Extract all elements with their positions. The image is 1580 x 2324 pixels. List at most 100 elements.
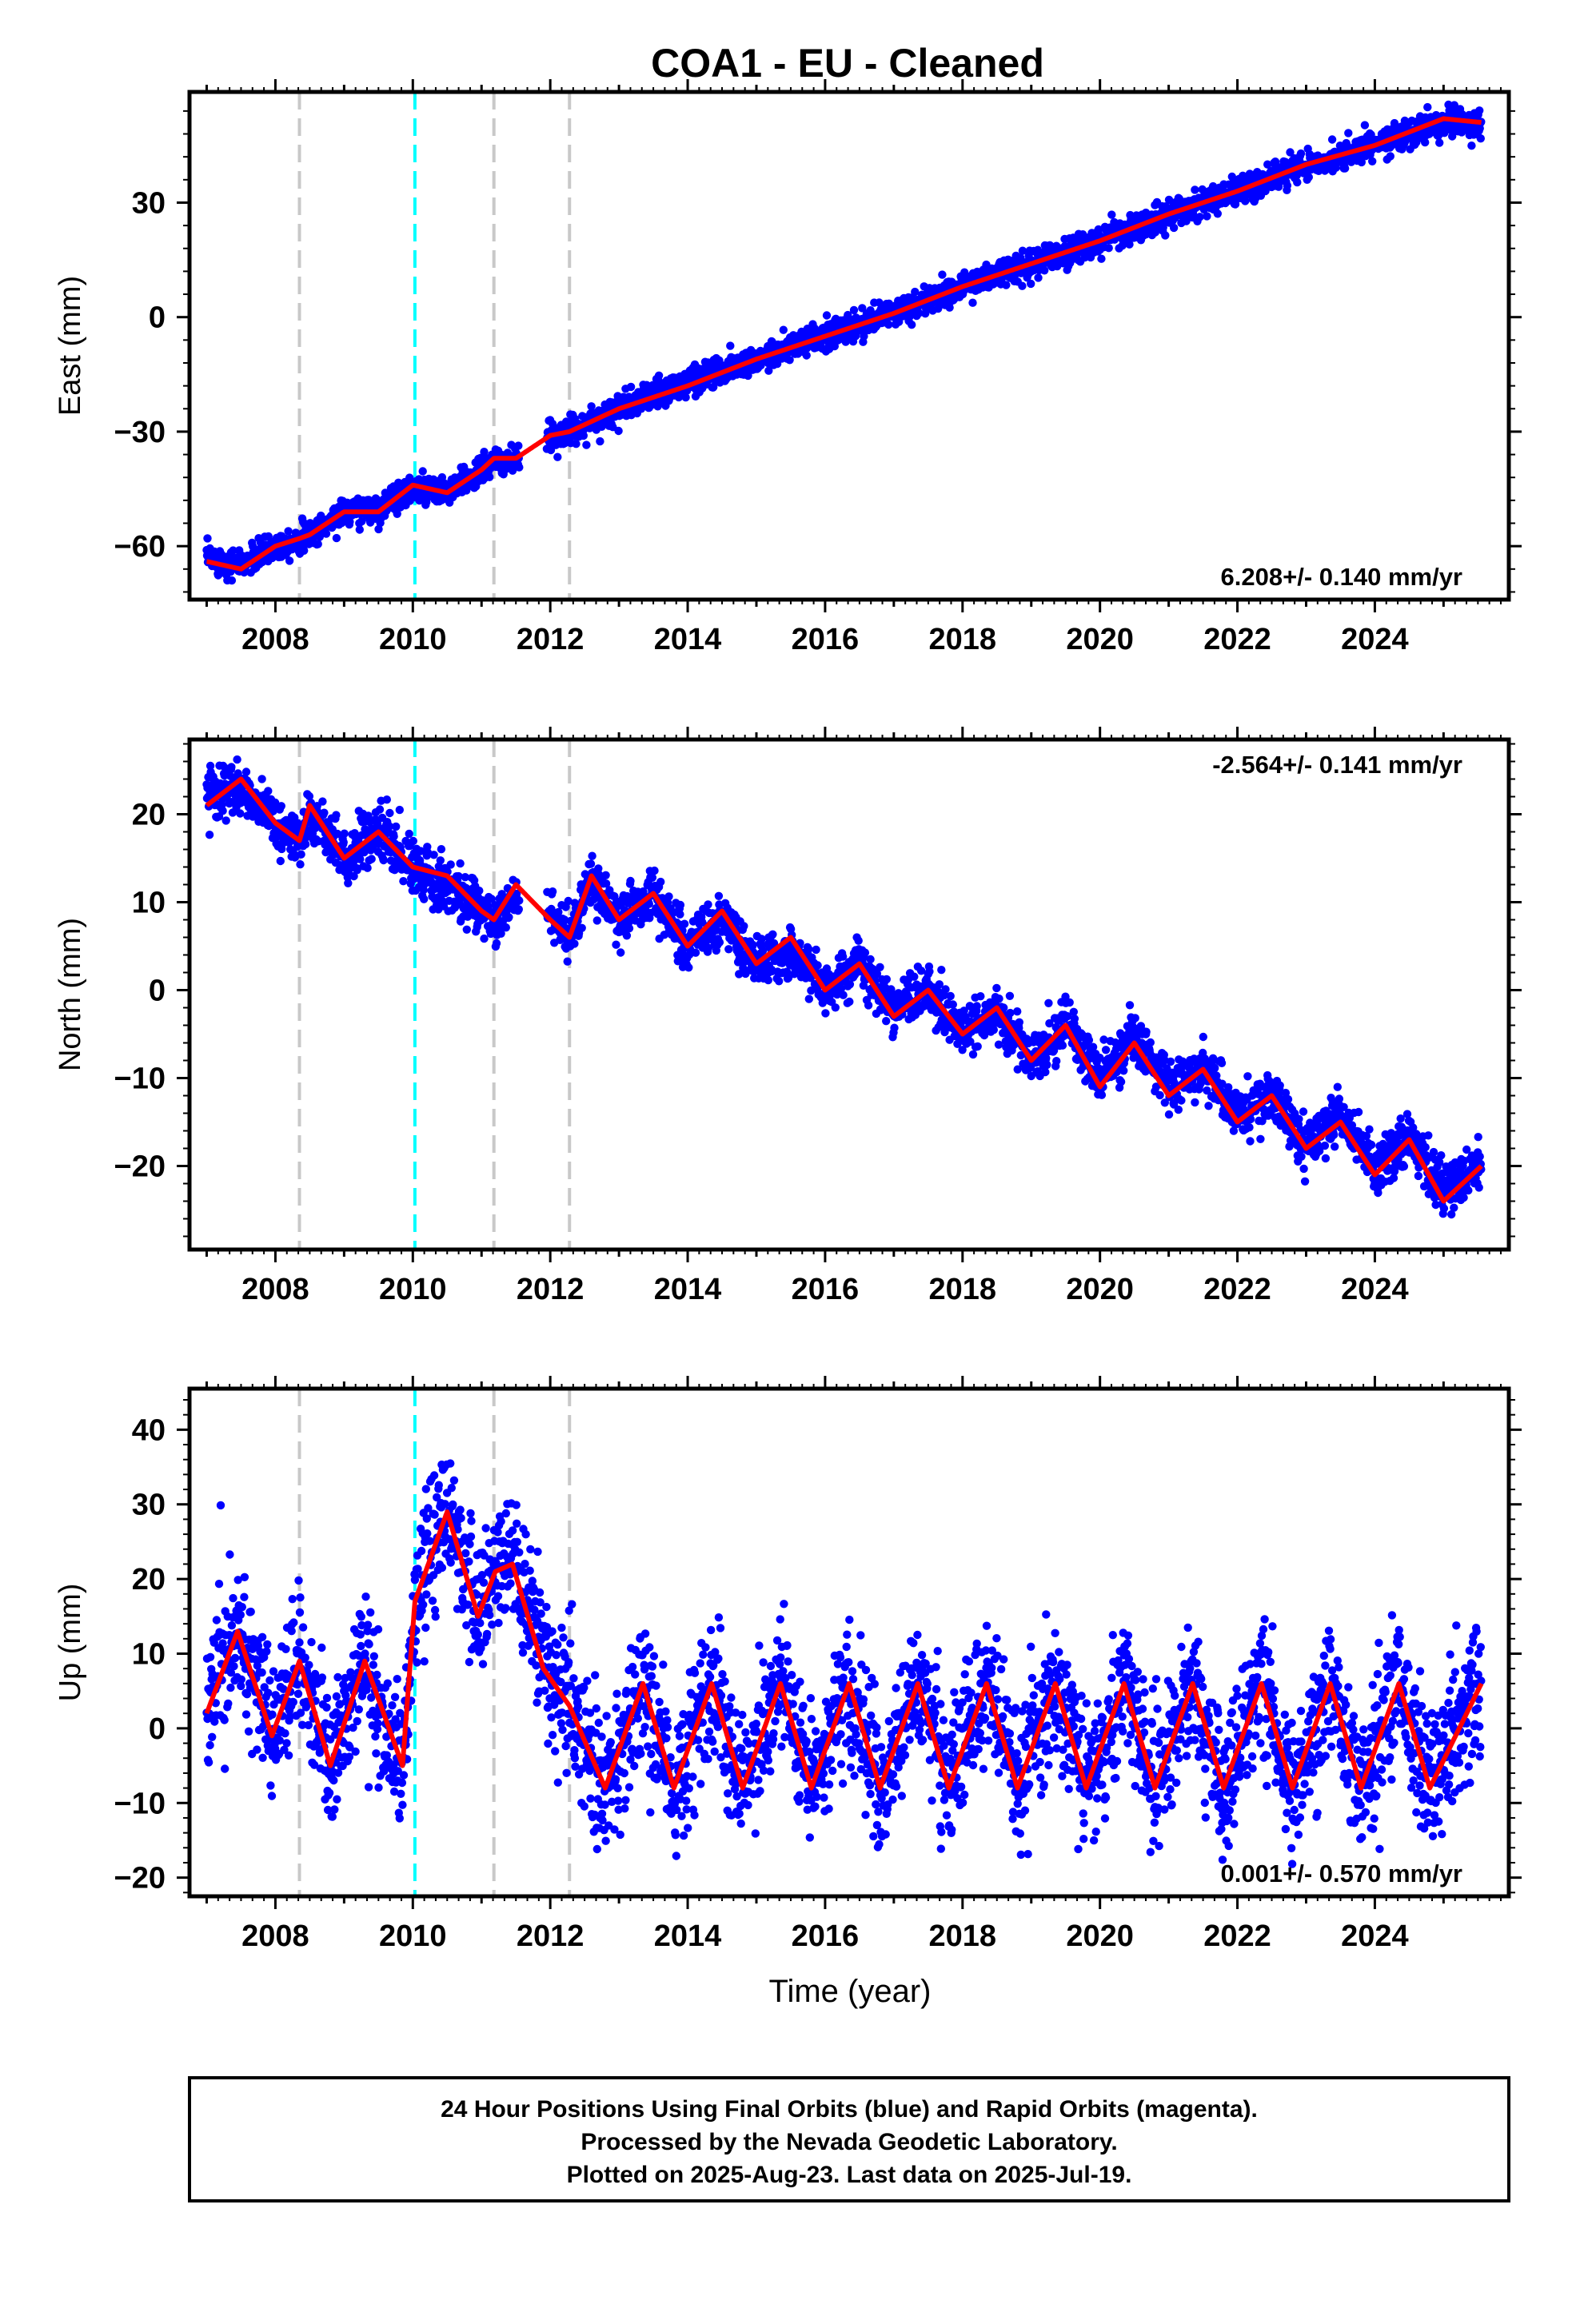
east-point [803, 351, 811, 359]
north-point [480, 935, 488, 943]
east-point [1361, 121, 1369, 129]
east-point [284, 527, 292, 535]
north-point [587, 859, 595, 867]
east-point [553, 453, 561, 461]
north-point [832, 1003, 840, 1011]
north-point [318, 797, 326, 805]
east-point [655, 372, 663, 380]
north-point [764, 976, 772, 984]
east-x-tick-label: 2014 [654, 623, 722, 656]
north-point [515, 896, 523, 904]
north-point [813, 961, 821, 969]
east-point [322, 529, 330, 537]
north-point [420, 895, 428, 903]
east-point [1467, 142, 1475, 149]
east-x-tick-label: 2022 [1203, 623, 1271, 656]
chart-title: COA1 - EU - Cleaned [651, 41, 1044, 86]
east-y-tick-label: 0 [149, 301, 166, 335]
east-point [582, 440, 590, 448]
north-point [218, 807, 226, 815]
east-point [1018, 282, 1026, 290]
north-point [625, 924, 633, 932]
north-point [821, 1009, 829, 1017]
east-point [1040, 266, 1048, 274]
north-point [749, 941, 757, 949]
east-point [908, 321, 916, 329]
east-observations [202, 101, 1485, 585]
north-point [704, 900, 712, 908]
north-point [437, 856, 445, 864]
east-point [1203, 212, 1211, 220]
north-point [883, 975, 891, 983]
north-point [380, 856, 388, 864]
north-point [676, 911, 684, 919]
north-point [716, 939, 724, 947]
east-y-axis-label: East (mm) [54, 276, 87, 416]
north-point [409, 837, 417, 845]
north-point [502, 923, 510, 931]
east-point [1097, 255, 1105, 263]
east-point [1195, 213, 1203, 221]
east-point [333, 534, 341, 542]
east-point [1107, 210, 1115, 218]
east-point [1105, 244, 1113, 252]
north-point [740, 922, 748, 930]
north-point [676, 901, 684, 909]
north-point [399, 877, 407, 885]
north-point [456, 859, 464, 867]
east-point [1328, 135, 1336, 143]
east-point [726, 341, 734, 349]
north-point [437, 845, 445, 853]
north-point [692, 949, 700, 957]
north-point [332, 811, 340, 819]
north-point [612, 941, 620, 949]
north-point [855, 937, 863, 945]
east-point [614, 427, 622, 435]
north-point [588, 852, 596, 860]
north-point [812, 946, 820, 954]
north-point [876, 963, 884, 971]
east-point [1435, 138, 1443, 146]
east-point [285, 556, 293, 564]
north-point [845, 998, 853, 1006]
east-point [203, 534, 211, 542]
north-point [389, 832, 397, 840]
north-point [601, 871, 609, 879]
east-x-tick-label: 2024 [1341, 623, 1409, 656]
east-point [1214, 209, 1222, 217]
north-point [804, 945, 812, 953]
north-point [405, 830, 413, 838]
north-point [505, 913, 513, 921]
east-x-tick-label: 2010 [379, 623, 447, 656]
north-plot-area [202, 739, 1485, 1250]
north-point [664, 892, 672, 900]
east-point [1305, 173, 1313, 181]
north-point [236, 809, 244, 817]
north-point [340, 838, 348, 846]
east-point [485, 473, 493, 481]
north-point [341, 830, 349, 838]
north-point [396, 806, 404, 814]
east-point [1475, 106, 1483, 114]
north-point [264, 787, 272, 795]
north-point [680, 920, 688, 928]
east-point [1421, 138, 1429, 146]
north-point [257, 775, 265, 783]
east-y-tick-label: 30 [132, 186, 166, 220]
east-point [938, 270, 946, 278]
north-point [301, 840, 309, 848]
east-point [572, 440, 580, 448]
north-point [578, 924, 586, 932]
east-point [1191, 185, 1199, 193]
east-point [1034, 273, 1042, 281]
north-point [715, 892, 723, 900]
east-point [1423, 103, 1431, 111]
east-point [356, 525, 364, 533]
east-point [1283, 181, 1291, 189]
east-point [1027, 280, 1035, 288]
east-point [314, 540, 322, 548]
north-point [775, 977, 783, 985]
north-point [222, 816, 230, 824]
